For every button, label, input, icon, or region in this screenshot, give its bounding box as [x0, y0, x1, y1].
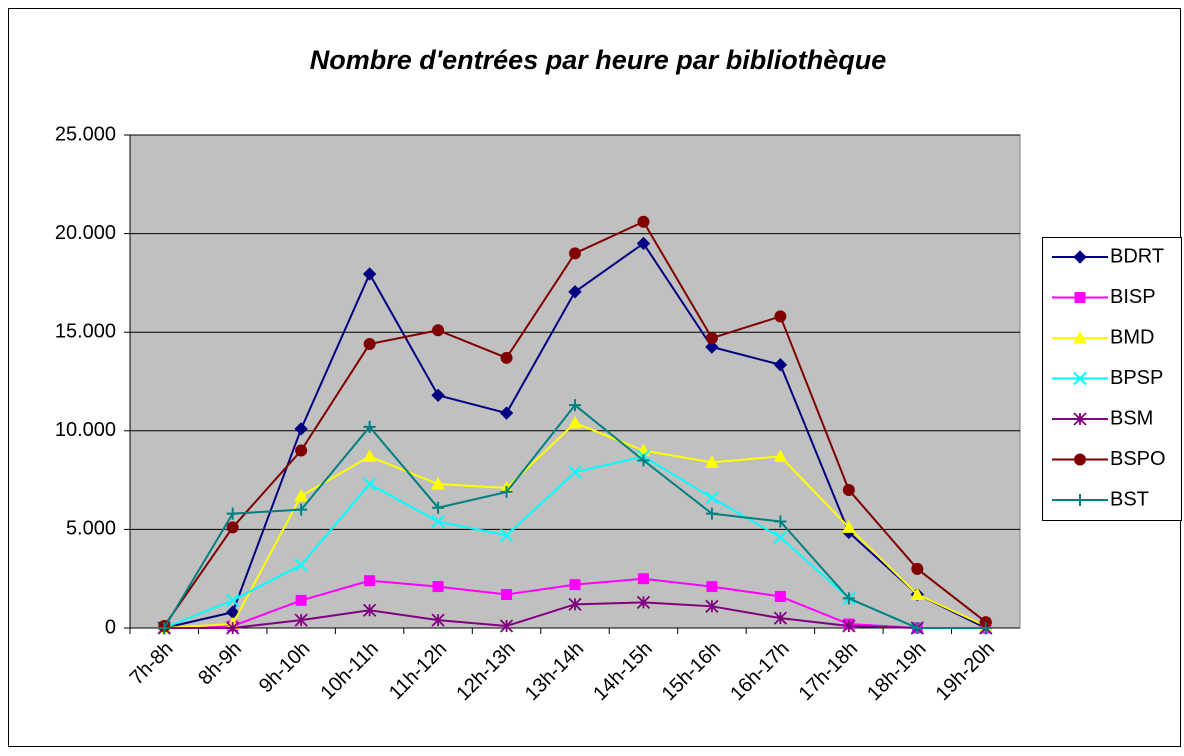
marker: [226, 621, 240, 635]
marker: [499, 406, 514, 420]
legend-label: BISP: [1110, 286, 1156, 308]
marker: [295, 594, 307, 606]
marker: [295, 503, 308, 516]
marker: [362, 477, 377, 491]
marker: [773, 530, 788, 544]
marker: [773, 449, 788, 462]
marker: [636, 595, 651, 610]
marker: [842, 483, 855, 496]
marker: [500, 485, 513, 498]
plot-area: [129, 134, 1021, 629]
marker: [569, 247, 581, 260]
marker: [364, 575, 376, 587]
y-tick-label: 5.000: [66, 518, 116, 540]
marker: [158, 622, 171, 634]
marker: [431, 388, 445, 403]
marker: [842, 520, 856, 533]
marker: [705, 491, 719, 505]
y-tick-label: 15.000: [55, 320, 116, 342]
marker: [979, 622, 992, 634]
marker: [568, 415, 582, 429]
legend-label: BSPO: [1110, 448, 1166, 470]
marker: [911, 562, 924, 575]
marker: [773, 358, 788, 372]
marker: [362, 267, 377, 281]
marker: [637, 573, 649, 585]
marker: [362, 603, 377, 617]
marker: [363, 420, 376, 433]
marker: [705, 507, 718, 520]
marker: [499, 619, 514, 633]
legend-label: BMD: [1110, 326, 1154, 348]
marker: [225, 593, 240, 608]
marker: [294, 488, 308, 502]
marker: [1074, 494, 1086, 506]
marker: [226, 507, 239, 520]
marker: [706, 581, 718, 593]
y-tick-label: 0: [105, 616, 116, 638]
marker: [431, 476, 445, 490]
marker: [499, 528, 514, 543]
chart-title: Nombre d'entrées par heure par bibliothè…: [310, 45, 887, 75]
marker: [637, 454, 650, 467]
y-tick-label: 25.000: [55, 123, 116, 145]
marker: [1073, 330, 1087, 344]
marker: [1073, 412, 1087, 426]
marker: [432, 581, 444, 593]
marker: [501, 588, 513, 600]
marker: [705, 599, 719, 613]
marker: [569, 399, 581, 412]
legend-label: BPSP: [1110, 367, 1163, 389]
marker: [431, 613, 445, 627]
marker: [500, 351, 513, 364]
marker: [295, 444, 308, 457]
marker: [705, 340, 719, 354]
marker: [568, 285, 582, 299]
marker: [362, 449, 377, 462]
marker: [1073, 371, 1087, 386]
marker: [432, 324, 445, 337]
marker: [226, 521, 239, 534]
marker: [842, 619, 856, 633]
marker: [774, 515, 787, 528]
marker: [637, 215, 650, 228]
marker: [569, 579, 581, 591]
marker: [773, 611, 788, 625]
marker: [294, 613, 308, 627]
marker: [705, 455, 719, 468]
marker: [568, 597, 582, 611]
legend-label: BDRT: [1110, 245, 1164, 267]
marker: [774, 590, 786, 602]
marker: [705, 332, 718, 345]
legend-label: BST: [1110, 488, 1149, 510]
marker: [774, 310, 787, 323]
y-tick-label: 10.000: [55, 419, 116, 441]
marker: [294, 422, 308, 436]
legend-label: BSM: [1110, 407, 1153, 429]
marker: [294, 558, 308, 572]
marker: [432, 501, 445, 514]
y-tick-label: 20.000: [55, 222, 116, 244]
marker: [636, 236, 651, 251]
marker: [1074, 292, 1086, 303]
marker: [1073, 250, 1087, 264]
marker: [431, 514, 445, 529]
marker: [911, 622, 924, 634]
marker: [842, 592, 855, 605]
marker: [910, 587, 925, 600]
marker: [363, 338, 376, 351]
marker: [1074, 453, 1086, 466]
marker: [568, 465, 582, 479]
